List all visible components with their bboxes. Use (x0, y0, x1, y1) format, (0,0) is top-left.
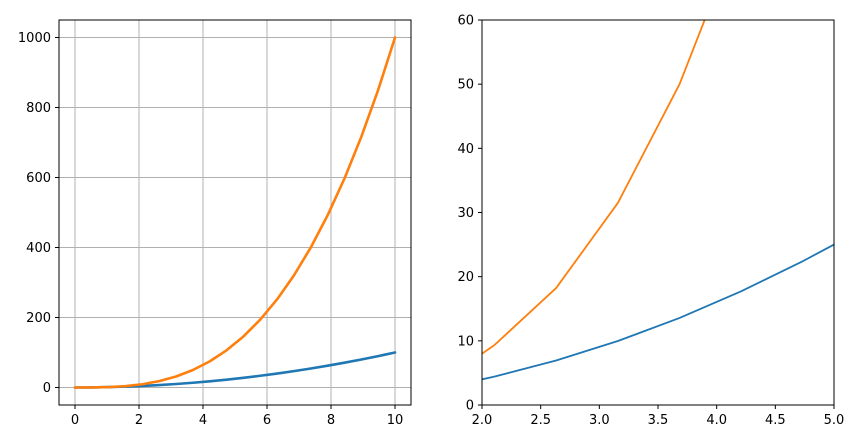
x-tick-label: 8 (327, 413, 335, 428)
x-tick-label: 3.0 (589, 413, 610, 428)
x-tick-label: 4.5 (765, 413, 786, 428)
y-tick-label: 0 (43, 381, 51, 396)
series-line-2 (482, 20, 706, 355)
x-tick-label: 0 (71, 413, 79, 428)
axes-frame (58, 19, 412, 406)
x-tick-label: 3.5 (648, 413, 669, 428)
y-tick-label: 600 (26, 171, 51, 186)
y-tick-label: 20 (457, 270, 474, 285)
x-tick-label: 2.0 (472, 413, 493, 428)
x-tick-label: 4 (199, 413, 207, 428)
left-axes: 0 2 4 6 8 10 0 200 400 600 800 1000 (18, 19, 412, 428)
y-tick-label: 1000 (18, 31, 51, 46)
y-tick-label: 10 (457, 334, 474, 349)
series-line-2 (73, 36, 397, 389)
y-tick-label: 800 (26, 101, 51, 116)
y-tick-label: 0 (466, 399, 474, 414)
y-tick-label: 60 (457, 14, 474, 29)
x-tick-label: 6 (263, 413, 271, 428)
x-tick-label: 10 (387, 413, 404, 428)
right-axes: 2.0 2.5 3.0 3.5 4.0 4.5 5.0 0 10 20 30 40 50 60 (457, 14, 845, 429)
y-tick-label: 200 (26, 311, 51, 326)
x-tick-label: 4.0 (706, 413, 727, 428)
series-line-1 (482, 243, 834, 381)
y-tick-label: 30 (457, 206, 474, 221)
x-tick-label: 5.0 (824, 413, 845, 428)
y-tick-label: 50 (457, 78, 474, 93)
y-tick-label: 40 (457, 142, 474, 157)
x-tick-label: 2 (135, 413, 143, 428)
y-tick-label: 400 (26, 241, 51, 256)
x-tick-label: 2.5 (530, 413, 551, 428)
